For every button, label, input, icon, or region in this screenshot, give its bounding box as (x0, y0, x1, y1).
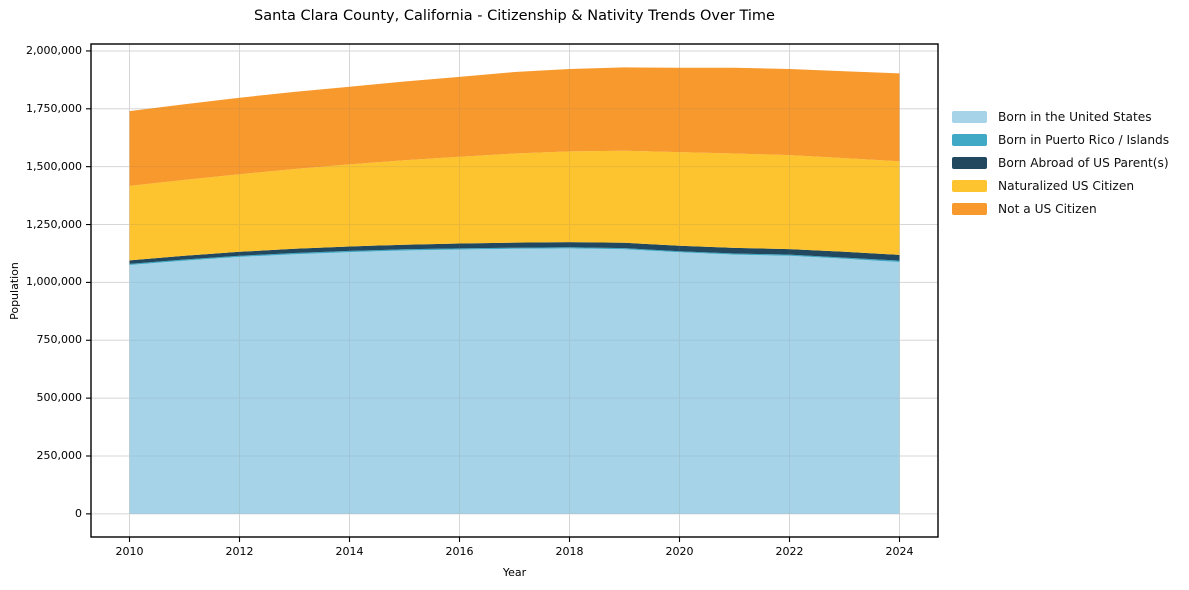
y-tick-label: 1,750,000 (26, 101, 82, 115)
y-tick-label: 1,000,000 (26, 275, 82, 289)
x-tick-label: 2020 (665, 545, 694, 558)
legend-item: Born in the United States (952, 105, 1169, 128)
area-series-4 (129, 67, 900, 186)
legend-swatch-icon (952, 156, 987, 169)
area-series-0 (129, 248, 900, 514)
legend-label: Born in Puerto Rico / Islands (998, 132, 1170, 147)
x-tick-label: 2010 (115, 545, 144, 558)
legend-swatch-icon (952, 179, 987, 192)
y-tick-label: 500,000 (36, 391, 83, 405)
y-tick-label: 2,000,000 (26, 43, 82, 57)
tick-marks (86, 50, 901, 542)
legend-swatch-icon (952, 133, 987, 146)
x-axis-label: Year (502, 566, 527, 579)
legend-swatch-icon (952, 202, 987, 215)
legend: Born in the United States Born in Puerto … (952, 105, 1169, 220)
chart-title: Santa Clara County, California - Citizen… (254, 8, 775, 24)
plot-border (90, 43, 939, 538)
legend-item: Naturalized US Citizen (952, 174, 1169, 197)
legend-label: Born in the United States (998, 109, 1152, 124)
y-tick-label: 1,250,000 (26, 217, 82, 231)
y-axis-label: Population (8, 262, 21, 320)
legend-label: Born Abroad of US Parent(s) (998, 155, 1169, 170)
x-tick-label: 2018 (555, 545, 584, 558)
y-tick-label: 250,000 (36, 448, 83, 462)
legend-swatch-icon (952, 110, 987, 123)
y-tick-label: 750,000 (36, 333, 83, 347)
legend-item: Born in Puerto Rico / Islands (952, 128, 1169, 151)
legend-item: Not a US Citizen (952, 197, 1169, 220)
legend-label: Not a US Citizen (998, 201, 1097, 216)
x-tick-label: 2024 (885, 545, 914, 558)
gridlines-overlay (91, 44, 938, 537)
x-tick-label: 2016 (445, 545, 474, 558)
y-tick-label: 1,500,000 (26, 159, 82, 173)
area-series-3 (129, 150, 900, 261)
x-tick-label: 2022 (775, 545, 804, 558)
x-tick-label: 2012 (225, 545, 254, 558)
y-tick-label: 0 (75, 506, 82, 520)
area-series-2 (129, 242, 900, 264)
legend-label: Naturalized US Citizen (998, 178, 1135, 193)
legend-item: Born Abroad of US Parent(s) (952, 151, 1169, 174)
x-tick-label: 2014 (335, 545, 364, 558)
